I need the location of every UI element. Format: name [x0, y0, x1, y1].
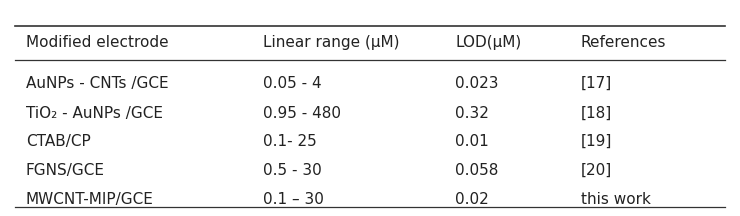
Text: 0.02: 0.02 — [455, 192, 489, 207]
Text: 0.95 - 480: 0.95 - 480 — [263, 106, 340, 121]
Text: CTAB/CP: CTAB/CP — [26, 134, 91, 149]
Text: [19]: [19] — [581, 134, 612, 149]
Text: Linear range (μM): Linear range (μM) — [263, 35, 399, 50]
Text: LOD(μM): LOD(μM) — [455, 35, 522, 50]
Text: MWCNT-MIP/GCE: MWCNT-MIP/GCE — [26, 192, 154, 207]
Text: [17]: [17] — [581, 76, 612, 91]
Text: 0.32: 0.32 — [455, 106, 489, 121]
Text: 0.01: 0.01 — [455, 134, 489, 149]
Text: FGNS/GCE: FGNS/GCE — [26, 163, 105, 178]
Text: [18]: [18] — [581, 106, 612, 121]
Text: 0.023: 0.023 — [455, 76, 499, 91]
Text: Modified electrode: Modified electrode — [26, 35, 169, 50]
Text: [20]: [20] — [581, 163, 612, 178]
Text: 0.1- 25: 0.1- 25 — [263, 134, 317, 149]
Text: 0.5 - 30: 0.5 - 30 — [263, 163, 321, 178]
Text: this work: this work — [581, 192, 650, 207]
Text: 0.05 - 4: 0.05 - 4 — [263, 76, 321, 91]
Text: TiO₂ - AuNPs /GCE: TiO₂ - AuNPs /GCE — [26, 106, 163, 121]
Text: 0.058: 0.058 — [455, 163, 499, 178]
Text: References: References — [581, 35, 667, 50]
Text: 0.1 – 30: 0.1 – 30 — [263, 192, 323, 207]
Text: AuNPs - CNTs /GCE: AuNPs - CNTs /GCE — [26, 76, 169, 91]
